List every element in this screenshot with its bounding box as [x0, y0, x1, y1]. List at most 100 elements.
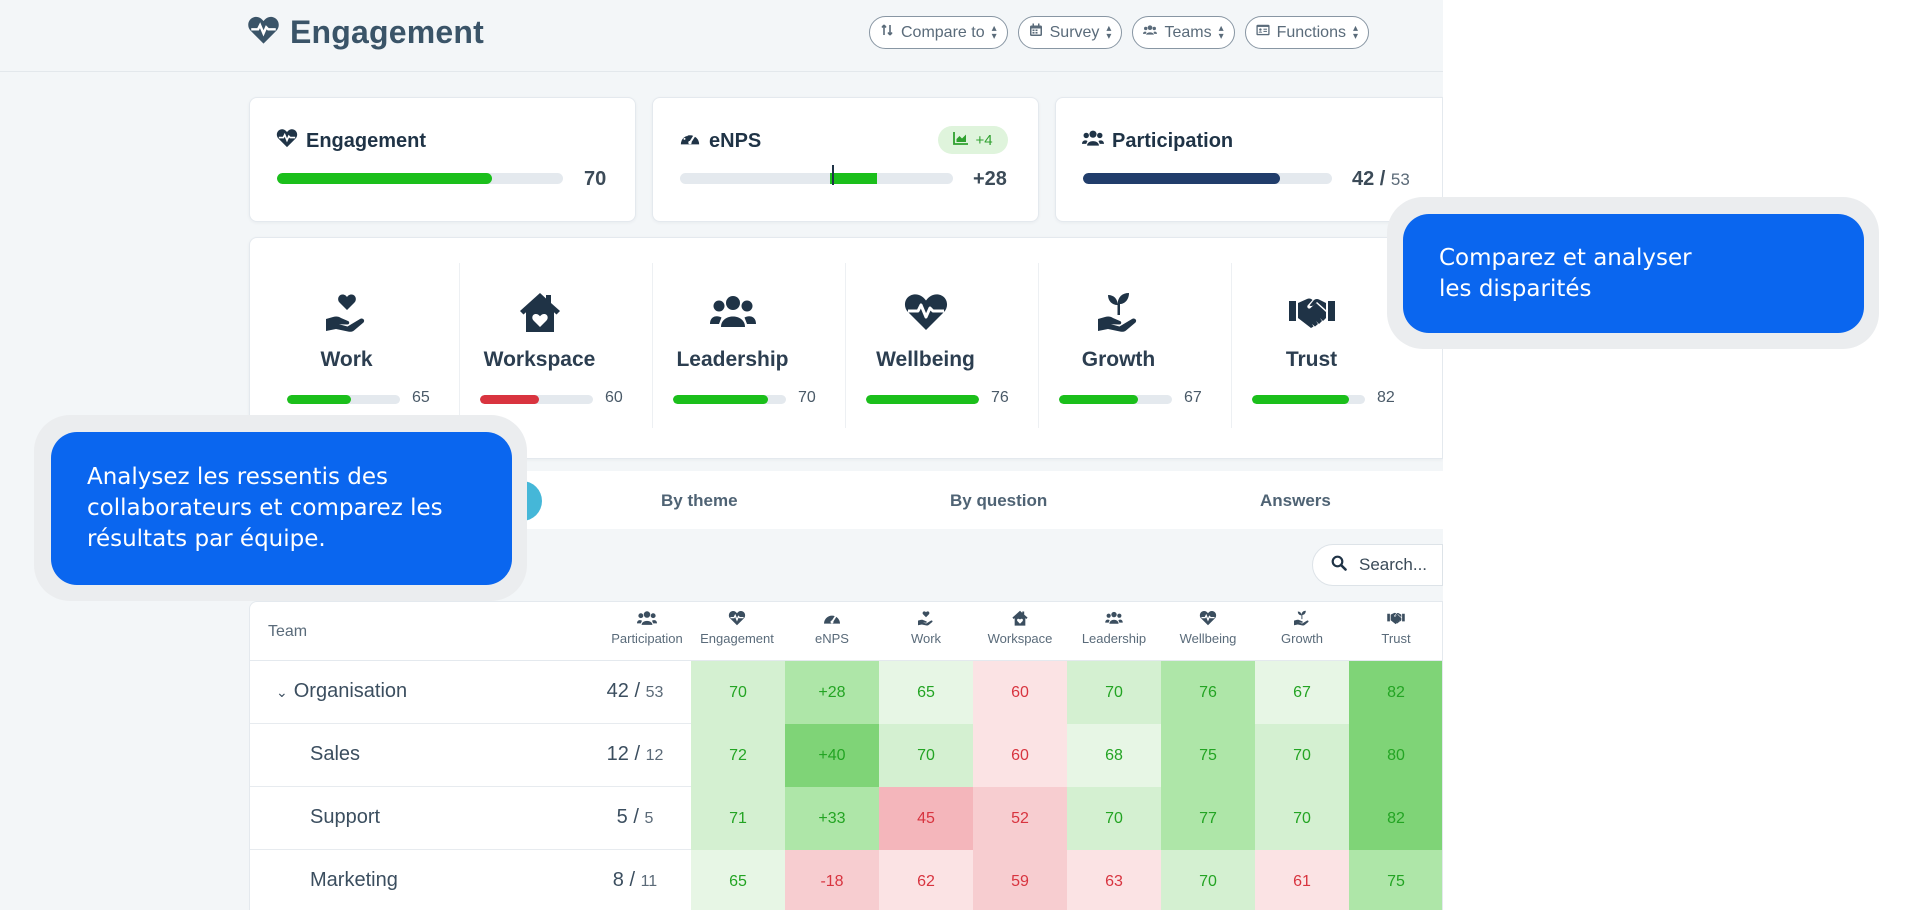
- search-input[interactable]: [1359, 555, 1439, 575]
- participation-cell: 42 / 53: [606, 680, 664, 702]
- participation-cell: 8 / 11: [612, 869, 658, 891]
- score-cell: 82: [1349, 661, 1442, 724]
- theme-leadership-fill: [673, 395, 768, 404]
- engagement-kpi-label: Engagement: [306, 129, 427, 152]
- heart-pulse-icon: [690, 610, 784, 626]
- score-cell: 77: [1161, 787, 1255, 850]
- team-name-support[interactable]: Support: [310, 806, 381, 828]
- theme-trust-name: Trust: [1285, 348, 1338, 371]
- table-row-sales[interactable]: Sales 12 / 12 72 +40 70 60 68 75 70 80: [250, 724, 1442, 787]
- theme-leadership[interactable]: Leadership 70: [636, 263, 829, 435]
- teams-filter[interactable]: Teams ▴ ▾: [1132, 16, 1235, 49]
- participation-kpi-value: 42 / 53: [1352, 168, 1410, 190]
- theme-trust[interactable]: Trust 82: [1215, 263, 1408, 435]
- theme-workspace-fill: [480, 395, 539, 404]
- tab-by-question[interactable]: By question: [950, 491, 1048, 510]
- chevron-down-icon[interactable]: ⌄: [276, 684, 288, 700]
- table-row-organisation[interactable]: ⌄ Organisation 42 / 53 70 +28 65 60 70 76…: [250, 661, 1442, 724]
- theme-growth-value: 67: [1184, 389, 1202, 406]
- work-column-label: Work: [910, 631, 942, 646]
- team-name-label: Organisation: [293, 680, 408, 702]
- participation-cell-total: 12: [645, 747, 664, 764]
- id-card-icon: [1256, 23, 1270, 42]
- theme-wellbeing-name: Wellbeing: [876, 348, 975, 371]
- theme-growth-bar: [1059, 395, 1172, 404]
- engagement-column-header[interactable]: Engagement: [690, 610, 784, 646]
- results-table: Team Participation Engagement eNPS Work …: [249, 601, 1443, 910]
- workspace-column-header[interactable]: Workspace: [973, 610, 1067, 646]
- enps-column-header[interactable]: eNPS: [785, 610, 879, 646]
- growth-column-header[interactable]: Growth: [1255, 610, 1349, 646]
- enps-kpi-card: eNPS +4 +28: [652, 97, 1039, 222]
- score-cell: 75: [1349, 850, 1442, 910]
- participation-count: 42: [1352, 168, 1375, 190]
- updown-icon: ▴ ▾: [1106, 22, 1112, 42]
- enps-progress-bar: [680, 173, 953, 184]
- filter-bar: Compare to ▴ ▾ Survey ▴ ▾ Teams ▴ ▾ Functio…: [869, 16, 1370, 49]
- trust-column-label: Trust: [1381, 631, 1411, 646]
- theme-work[interactable]: Work 65: [250, 263, 443, 435]
- updown-icon: ▴ ▾: [991, 22, 997, 42]
- theme-work-value: 65: [412, 389, 430, 406]
- compare-to-filter[interactable]: Compare to ▴ ▾: [869, 16, 1008, 49]
- score-cell: 67: [1255, 661, 1349, 724]
- participation-progress-bar: [1083, 173, 1332, 184]
- enps-column-label: eNPS: [815, 631, 849, 646]
- score-cell: 52: [973, 787, 1067, 850]
- work-column-header[interactable]: Work: [879, 610, 973, 646]
- wellbeing-column-header[interactable]: Wellbeing: [1161, 610, 1255, 646]
- theme-workspace[interactable]: Workspace 60: [443, 263, 636, 435]
- participation-kpi-card: Participation 42 / 53: [1055, 97, 1443, 222]
- theme-leadership-bar: [673, 395, 786, 404]
- participation-cell-total: 5: [644, 810, 654, 827]
- enps-kpi-title: eNPS: [679, 128, 761, 154]
- leadership-column-header[interactable]: Leadership: [1067, 610, 1161, 646]
- theme-wellbeing-fill: [866, 395, 979, 404]
- theme-growth-fill: [1059, 395, 1139, 404]
- score-cell: 70: [1067, 661, 1161, 724]
- page-title: Engagement: [290, 14, 485, 50]
- score-cell: 70: [1067, 787, 1161, 850]
- score-cell: -18: [785, 850, 879, 910]
- calendar-icon: [1029, 23, 1043, 42]
- theme-wellbeing-value: 76: [991, 389, 1009, 406]
- score-cell: 65: [879, 661, 973, 724]
- engagement-column-label: Engagement: [700, 631, 774, 646]
- theme-divider: [845, 263, 846, 428]
- theme-wellbeing[interactable]: Wellbeing 76: [829, 263, 1022, 435]
- users-icon: [600, 610, 694, 626]
- participation-column-label: Participation: [611, 631, 683, 646]
- theme-growth[interactable]: Growth 67: [1022, 263, 1215, 435]
- participation-kpi-title: Participation: [1082, 128, 1233, 154]
- score-cell: 62: [879, 850, 973, 910]
- participation-cell-count: 12: [606, 743, 629, 765]
- team-name-organisation[interactable]: ⌄ Organisation: [276, 680, 407, 703]
- score-cell: 68: [1067, 724, 1161, 787]
- functions-filter[interactable]: Functions ▴ ▾: [1244, 16, 1370, 49]
- table-row-marketing[interactable]: Marketing 8 / 11 65 -18 62 59 63 70 61 7…: [250, 850, 1442, 910]
- score-cell: 60: [973, 661, 1067, 724]
- score-cell: +28: [785, 661, 879, 724]
- compare-to-label: Compare to: [901, 23, 985, 41]
- hand-seedling-icon: [1255, 610, 1349, 626]
- tab-answers[interactable]: Answers: [1260, 491, 1331, 510]
- team-name-marketing[interactable]: Marketing: [310, 869, 398, 891]
- tab-by-theme[interactable]: By theme: [661, 491, 738, 510]
- leadership-column-label: Leadership: [1081, 631, 1147, 646]
- search-box[interactable]: [1312, 544, 1443, 586]
- score-cell: 59: [973, 850, 1067, 910]
- table-row-support[interactable]: Support 5 / 5 71 +33 45 52 70 77 70 82: [250, 787, 1442, 850]
- theme-trust-bar: [1252, 395, 1365, 404]
- participation-progress-fill: [1083, 173, 1280, 184]
- enps-kpi-value: +28: [973, 168, 1007, 190]
- team-name-sales[interactable]: Sales: [310, 743, 361, 765]
- trust-column-header[interactable]: Trust: [1349, 610, 1442, 646]
- heart-pulse-icon: [247, 15, 280, 50]
- survey-filter[interactable]: Survey ▴ ▾: [1017, 16, 1123, 49]
- participation-column-header[interactable]: Participation: [600, 610, 694, 646]
- enps-delta-badge: +4: [938, 126, 1008, 154]
- participation-cell-count: 5: [616, 806, 628, 828]
- engagement-kpi-card: Engagement 70: [249, 97, 636, 222]
- users-group-icon: [1067, 610, 1161, 626]
- score-cell: 71: [691, 787, 785, 850]
